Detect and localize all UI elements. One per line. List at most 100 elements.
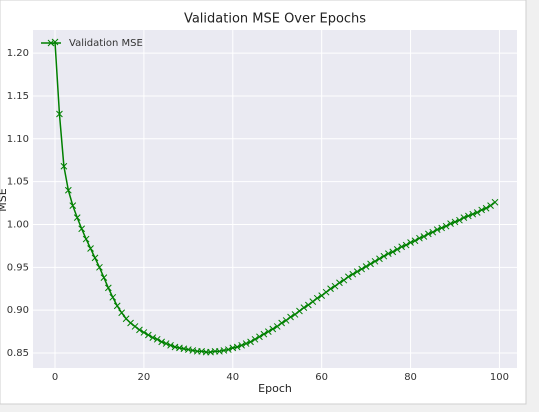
- marker: [487, 202, 494, 209]
- x-tick-label: 100: [490, 372, 509, 383]
- marker: [282, 317, 290, 324]
- marker: [340, 276, 348, 284]
- marker: [407, 239, 414, 246]
- marker: [327, 285, 334, 293]
- marker: [251, 335, 259, 343]
- marker: [73, 214, 81, 221]
- marker: [384, 250, 392, 257]
- marker: [140, 329, 148, 336]
- marker: [438, 224, 446, 232]
- x-axis-label: Epoch: [258, 382, 292, 395]
- marker: [420, 233, 428, 240]
- marker: [144, 331, 152, 339]
- marker: [51, 38, 59, 46]
- marker: [109, 293, 117, 301]
- marker: [127, 319, 134, 327]
- y-tick-label: 1.20: [7, 48, 29, 59]
- marker: [447, 220, 454, 227]
- marker: [69, 202, 77, 209]
- x-tick-label: 20: [138, 372, 151, 383]
- marker: [433, 226, 441, 233]
- y-tick-label: 1.10: [7, 134, 29, 145]
- marker: [380, 252, 388, 260]
- marker: [456, 216, 463, 224]
- marker: [482, 204, 490, 212]
- marker: [56, 110, 63, 118]
- marker: [331, 282, 339, 290]
- marker: [336, 279, 343, 287]
- marker: [389, 248, 397, 256]
- marker: [353, 268, 361, 275]
- y-axis-label: MSE: [0, 188, 9, 211]
- marker: [224, 346, 232, 353]
- marker: [398, 243, 406, 251]
- marker: [416, 234, 423, 242]
- y-tick-label: 1.15: [7, 91, 29, 102]
- plot-area: [33, 30, 517, 368]
- marker: [233, 343, 241, 351]
- marker: [411, 237, 419, 245]
- y-tick-label: 0.85: [7, 348, 29, 359]
- marker: [162, 340, 170, 347]
- marker: [278, 319, 286, 327]
- marker: [393, 245, 401, 253]
- marker: [100, 274, 108, 281]
- x-tick-label: 40: [226, 372, 239, 383]
- marker: [464, 212, 472, 220]
- marker: [158, 338, 166, 346]
- y-tick-label: 0.90: [7, 305, 29, 316]
- marker: [91, 254, 99, 262]
- marker: [318, 292, 326, 299]
- x-tick-label: 60: [315, 372, 328, 383]
- marker: [349, 270, 357, 278]
- marker: [429, 228, 437, 236]
- marker: [96, 263, 103, 271]
- marker: [460, 214, 468, 221]
- marker: [60, 162, 68, 170]
- marker: [273, 323, 281, 330]
- y-tick-label: 0.95: [7, 262, 29, 273]
- legend-marker: [47, 39, 55, 47]
- marker: [64, 186, 72, 194]
- marker: [118, 309, 126, 317]
- marker: [153, 335, 161, 343]
- legend-label: Validation MSE: [69, 38, 143, 49]
- marker: [167, 341, 174, 349]
- x-tick-label: 80: [404, 372, 417, 383]
- marker: [376, 255, 383, 263]
- marker: [269, 325, 277, 333]
- marker: [131, 323, 139, 330]
- marker: [242, 340, 250, 347]
- marker: [291, 311, 299, 318]
- chart-title: Validation MSE Over Epochs: [184, 12, 366, 27]
- marker: [473, 209, 481, 216]
- marker: [260, 330, 268, 338]
- marker: [367, 260, 374, 268]
- marker: [469, 210, 477, 218]
- marker: [442, 222, 450, 230]
- marker: [309, 298, 317, 305]
- marker: [296, 307, 303, 315]
- marker: [82, 235, 90, 243]
- marker: [424, 230, 432, 238]
- marker: [358, 265, 366, 273]
- marker: [304, 301, 312, 309]
- x-tick-label: 0: [52, 372, 58, 383]
- marker: [287, 313, 294, 321]
- marker: [362, 263, 370, 270]
- marker: [104, 284, 112, 292]
- marker: [264, 328, 272, 335]
- marker: [313, 294, 321, 302]
- marker: [451, 218, 459, 226]
- y-tick-label: 1.00: [7, 219, 29, 230]
- marker: [491, 198, 499, 206]
- marker: [300, 304, 308, 311]
- marker: [238, 341, 246, 349]
- marker: [113, 302, 121, 310]
- marker: [78, 225, 86, 233]
- marker: [87, 245, 94, 252]
- marker: [402, 241, 410, 249]
- marker: [247, 338, 254, 346]
- marker: [344, 273, 352, 281]
